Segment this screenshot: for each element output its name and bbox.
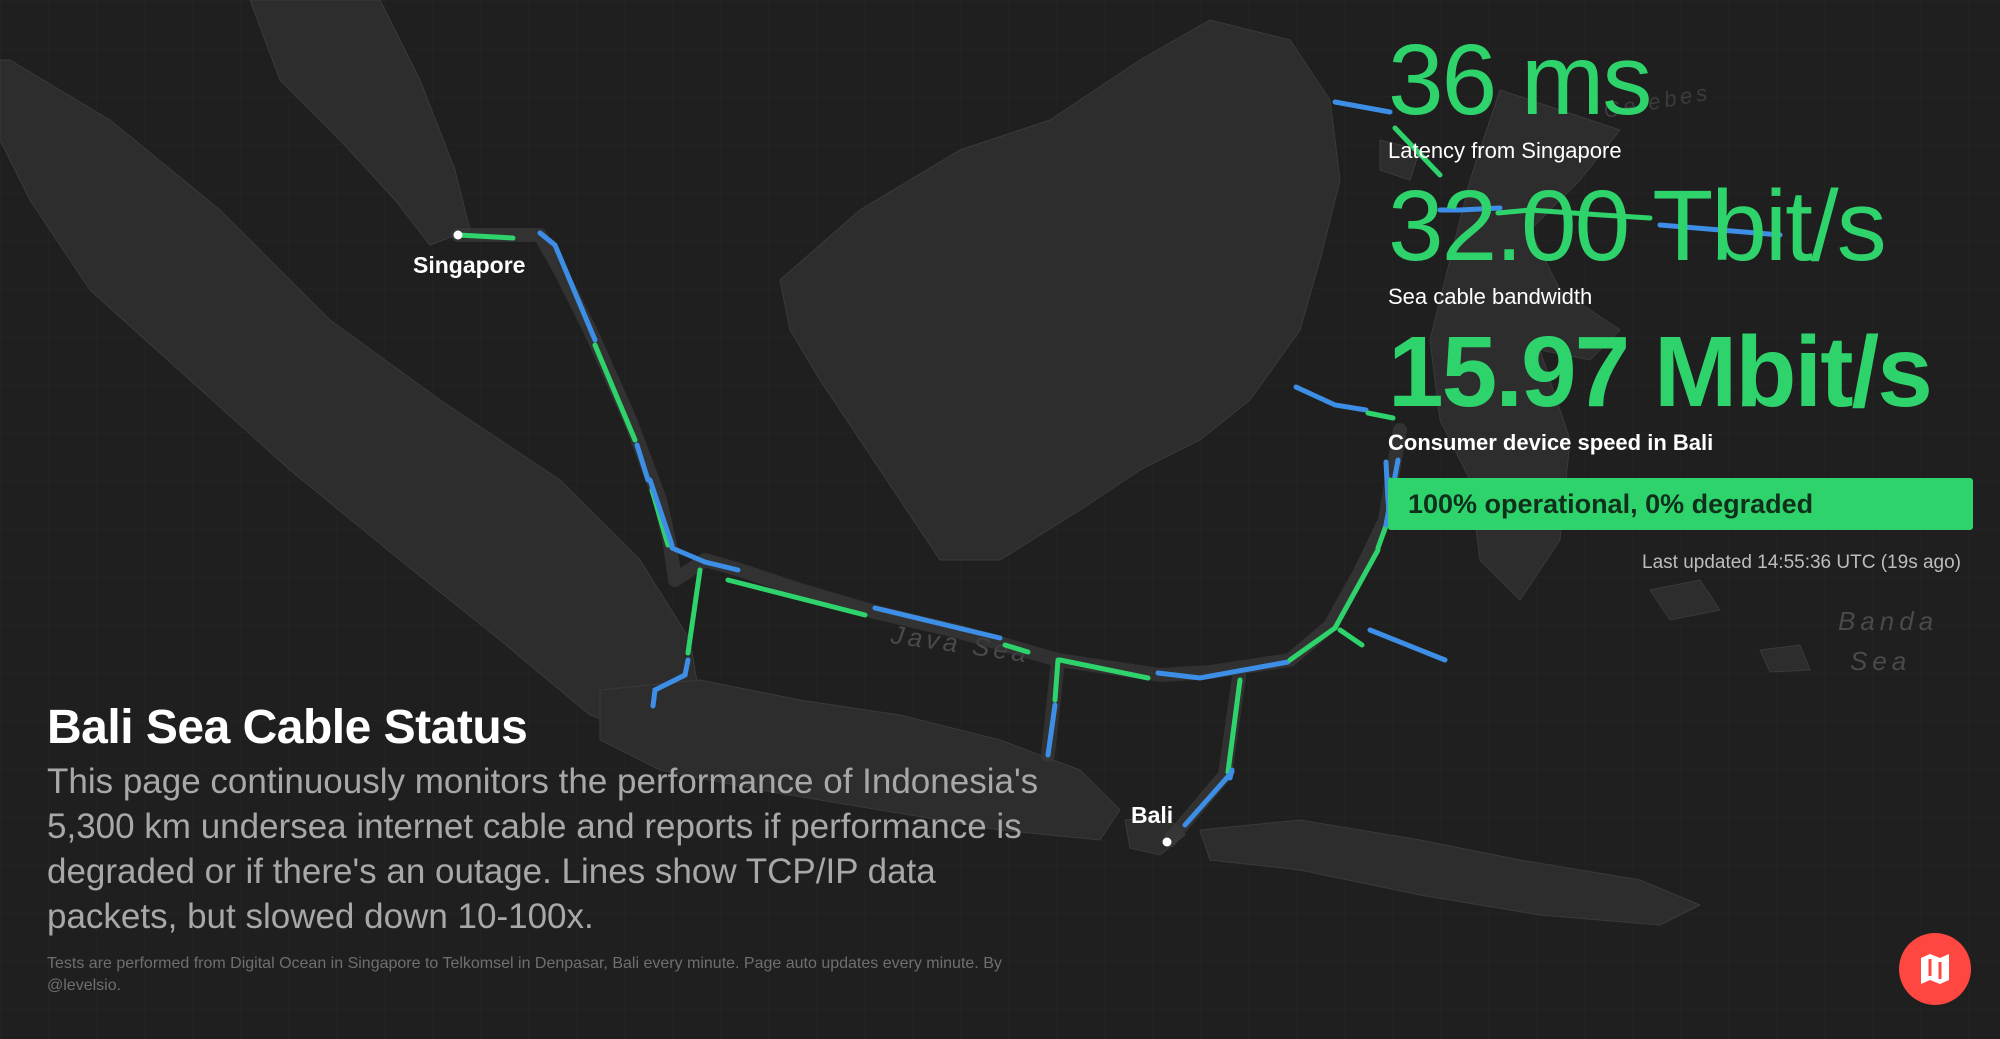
cable-segment [1182,767,1235,828]
cable-segment [669,545,741,573]
cable-segment [1332,99,1393,115]
cable-segment [650,657,691,709]
land-masses [0,0,1811,926]
cable-segment [1332,547,1381,631]
borneo [779,19,1341,561]
cable-segment [537,230,598,343]
map-logo-icon [1921,954,1949,984]
cable-segment [685,567,703,656]
map-logo-button[interactable] [1899,933,1971,1005]
speed-value: 15.97 Mbit/s [1388,316,1933,428]
lesser-sunda [1199,819,1702,926]
page-title: Bali Sea Cable Status [47,701,528,754]
cable-segment [455,232,516,241]
banda-sea-label-2: Sea [1850,646,1911,676]
cable-segment [1225,677,1243,775]
cable-segment [647,477,675,548]
banda-sea-label-1: Banda [1838,606,1938,636]
bandwidth-value: 32.00 Tbit/s [1388,170,1887,282]
cable-segment [1437,205,1503,213]
latency-label: Latency from Singapore [1388,138,1622,163]
page-description: This page continuously monitors the perf… [47,762,1039,936]
latency-value: 36 ms [1388,24,1652,136]
cable-segment [1337,627,1365,648]
java [599,679,1121,841]
intro-section: Bali Sea Cable Status This page continuo… [47,700,1047,997]
cable-segment [725,577,868,618]
speed-label: Consumer device speed in Bali [1388,430,1714,455]
cable-segment [1293,384,1369,413]
cable-segment [1057,657,1151,681]
bali-label: Bali [1131,802,1174,828]
cable-segment [1365,410,1396,421]
cable-segment [1155,659,1291,681]
cable-segment [592,342,638,443]
cable-segment [1392,125,1443,178]
cable-segment [1287,625,1338,663]
bali-dot [1162,837,1172,847]
singapore-label: Singapore [413,252,526,278]
cable-segment [1657,222,1783,238]
cable-segment [1052,657,1061,703]
fine-print: Tests are performed from Digital Ocean i… [47,955,1002,994]
bandwidth-label: Sea cable bandwidth [1388,284,1593,309]
stats-panel: 36 ms Latency from Singapore 32.00 Tbit/… [1388,30,1973,574]
cable-segment [1367,627,1448,663]
cable-segment [1002,642,1031,655]
singapore-dot [453,230,463,240]
cable-segment [634,442,651,483]
malay-peninsula [249,0,471,246]
status-badge: 100% operational, 0% degraded [1388,478,1973,530]
cable-segment [1045,702,1058,758]
cable-segment [1495,207,1653,221]
last-updated-text: Last updated 14:55:36 UTC (19s ago) [1642,552,1961,573]
cable-segment [872,605,1003,641]
sea-cable [455,99,1783,828]
